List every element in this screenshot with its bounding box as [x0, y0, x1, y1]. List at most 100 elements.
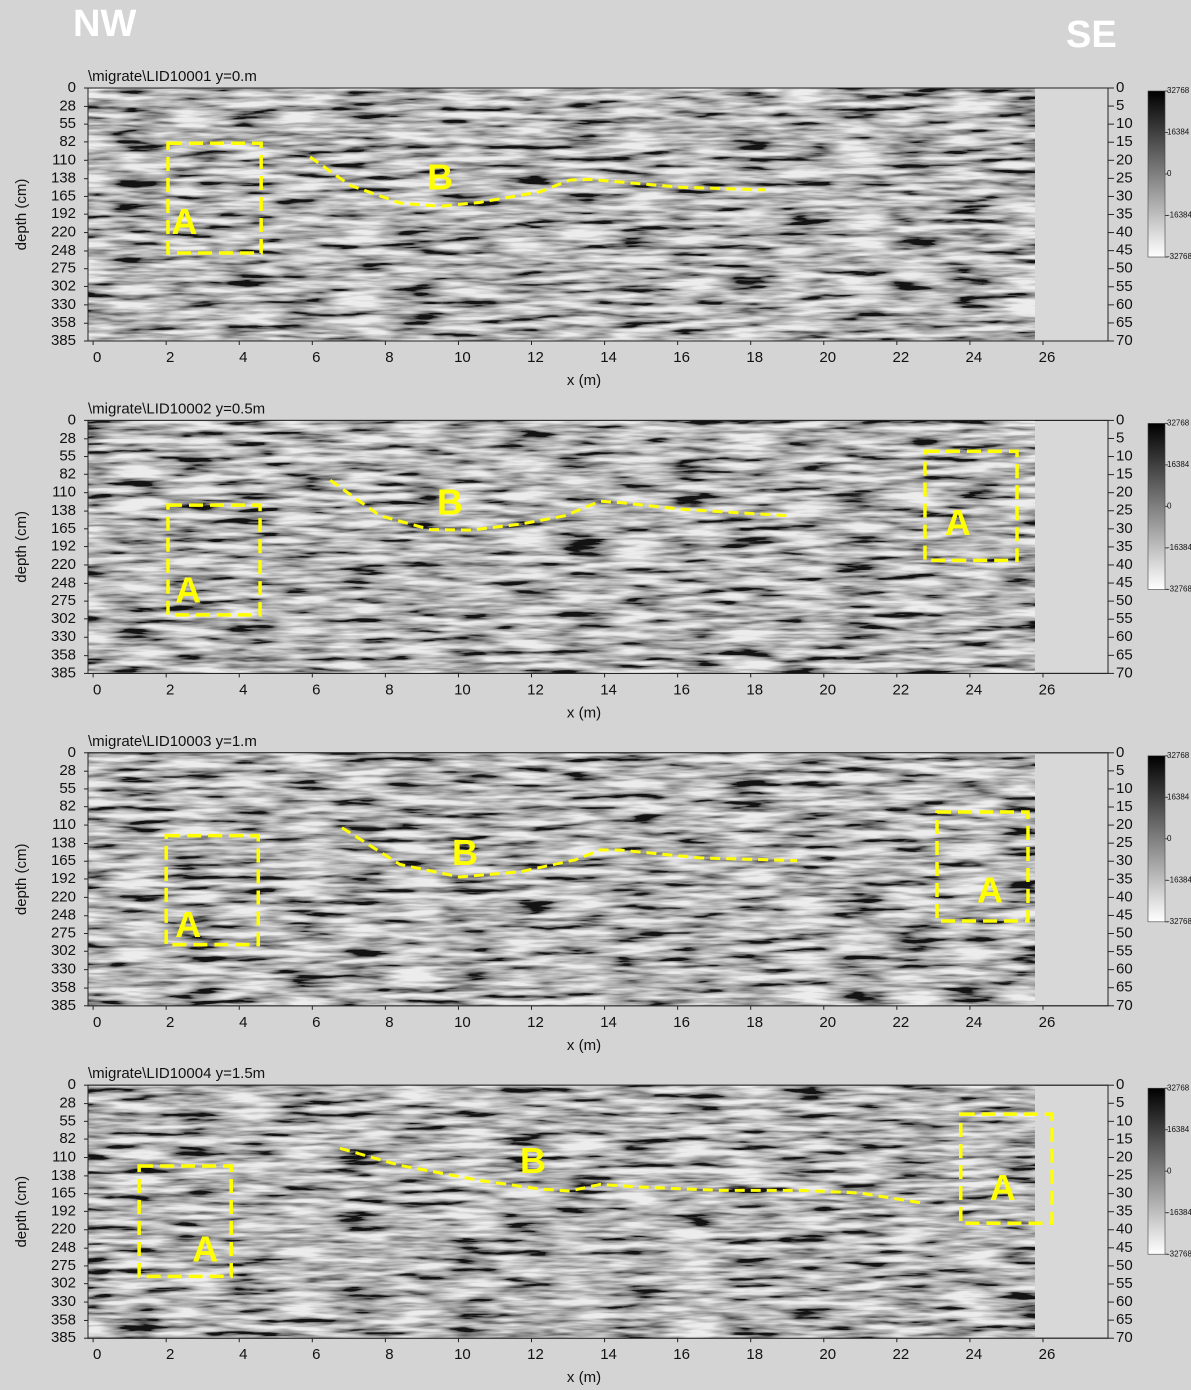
y2-tick-label: 10 [1116, 448, 1133, 465]
annotation-label: B [520, 1140, 546, 1181]
x-tick-label: 6 [312, 681, 320, 698]
x-tick-label: 12 [527, 1346, 544, 1363]
y2-tick-label: 35 [1116, 1203, 1133, 1220]
x-tick-label: 2 [166, 681, 174, 698]
y-tick-label: 55 [59, 448, 76, 465]
colorbar [1148, 756, 1165, 922]
y-tick-label: 28 [59, 762, 76, 779]
x-tick-label: 10 [454, 349, 471, 366]
radargram-image [88, 420, 1035, 673]
colorbar-tick-label: 16384 [1167, 128, 1190, 137]
colorbar-tick-label: 16384 [1167, 460, 1190, 469]
y2-tick-label: 35 [1116, 870, 1133, 887]
y2-tick-label: 15 [1116, 133, 1133, 150]
y2-tick-label: 20 [1116, 484, 1133, 501]
y-tick-label: 330 [51, 296, 76, 313]
y-tick-label: 330 [51, 1293, 76, 1310]
y2-tick-label: 60 [1116, 1293, 1133, 1310]
y-tick-label: 275 [51, 260, 76, 277]
y2-tick-label: 50 [1116, 1257, 1133, 1274]
x-tick-label: 14 [600, 1014, 617, 1031]
colorbar-tick-label: -16384 [1167, 211, 1191, 220]
y-tick-label: 220 [51, 888, 76, 905]
y2-tick-label: 15 [1116, 798, 1133, 815]
y2-tick-label: 20 [1116, 816, 1133, 833]
x-tick-label: 2 [166, 1014, 174, 1031]
y-tick-label: 0 [68, 744, 76, 761]
y-tick-label: 110 [52, 816, 76, 833]
x-tick-label: 22 [892, 1346, 909, 1363]
y-tick-label: 220 [51, 1221, 76, 1238]
y-tick-label: 385 [51, 332, 76, 349]
annotation-label: B [427, 157, 453, 198]
y-tick-label: 302 [51, 610, 76, 627]
direction-label: NW [73, 3, 136, 45]
x-tick-label: 18 [746, 681, 763, 698]
x-tick-label: 0 [93, 681, 101, 698]
y-tick-label: 110 [52, 484, 76, 501]
y2-tick-label: 25 [1116, 502, 1133, 519]
annotation-label: A [945, 502, 971, 543]
y2-tick-label: 20 [1116, 151, 1133, 168]
x-tick-label: 2 [166, 1346, 174, 1363]
y2-tick-label: 30 [1116, 852, 1133, 869]
y2-tick-label: 0 [1116, 79, 1124, 96]
colorbar-tick-label: -16384 [1167, 543, 1191, 552]
y-axis-label: depth (cm) [13, 179, 30, 251]
annotation-label: B [437, 482, 463, 523]
y2-tick-label: 55 [1116, 1275, 1133, 1292]
y-tick-label: 110 [52, 1148, 76, 1165]
x-axis-label: x (m) [567, 704, 601, 721]
x-tick-label: 26 [1039, 349, 1056, 366]
y-tick-label: 28 [59, 1095, 76, 1112]
y-tick-label: 302 [51, 277, 76, 294]
y2-tick-label: 50 [1116, 924, 1133, 941]
y2-tick-label: 40 [1116, 224, 1133, 241]
radargram-image [88, 753, 1035, 1006]
y-tick-label: 275 [51, 592, 76, 609]
colorbar [1148, 423, 1165, 589]
colorbar-tick-label: -32768 [1167, 917, 1191, 926]
y-tick-label: 358 [51, 1311, 76, 1328]
y2-tick-label: 45 [1116, 1239, 1133, 1256]
y2-tick-label: 65 [1116, 1311, 1133, 1328]
x-tick-label: 2 [166, 349, 174, 366]
y2-tick-label: 60 [1116, 961, 1133, 978]
y-tick-label: 165 [51, 520, 76, 537]
x-tick-label: 16 [673, 349, 690, 366]
colorbar-tick-label: 0 [1167, 502, 1172, 511]
x-tick-label: 8 [385, 1014, 393, 1031]
colorbar-tick-label: -32768 [1167, 585, 1191, 594]
figure: NW SE \migrate\LID10001 y=0.mdepth (cm)x… [0, 0, 1191, 1390]
y-tick-label: 302 [51, 1275, 76, 1292]
y2-tick-label: 55 [1116, 610, 1133, 627]
y2-tick-label: 0 [1116, 411, 1124, 428]
y-tick-label: 275 [51, 1257, 76, 1274]
y2-tick-label: 65 [1116, 979, 1133, 996]
y-tick-label: 302 [51, 942, 76, 959]
x-tick-label: 10 [454, 1346, 471, 1363]
y-tick-label: 220 [51, 224, 76, 241]
annotation-label: A [175, 904, 201, 945]
y2-tick-label: 25 [1116, 1167, 1133, 1184]
y2-tick-label: 60 [1116, 628, 1133, 645]
y-tick-label: 385 [51, 1329, 76, 1346]
x-axis-label: x (m) [567, 1369, 601, 1386]
y-tick-label: 138 [51, 502, 76, 519]
colorbar-tick-label: 0 [1167, 834, 1172, 843]
annotation-label: A [977, 869, 1003, 910]
y2-tick-label: 40 [1116, 1221, 1133, 1238]
x-tick-label: 26 [1039, 681, 1056, 698]
x-axis-label: x (m) [567, 372, 601, 389]
colorbar-tick-label: 16384 [1167, 1125, 1190, 1134]
y-tick-label: 248 [51, 574, 76, 591]
x-tick-label: 6 [312, 1014, 320, 1031]
x-tick-label: 4 [239, 349, 247, 366]
x-tick-label: 22 [892, 349, 909, 366]
y2-tick-label: 15 [1116, 1130, 1133, 1147]
y2-tick-label: 10 [1116, 780, 1133, 797]
y2-tick-label: 50 [1116, 592, 1133, 609]
y-tick-label: 28 [59, 430, 76, 447]
y-tick-label: 82 [59, 133, 76, 150]
y2-tick-label: 0 [1116, 1076, 1124, 1093]
